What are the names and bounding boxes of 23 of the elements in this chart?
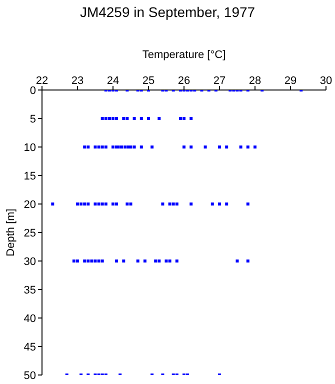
x-tick-label: 24 xyxy=(106,75,120,87)
y-tick-label: 15 xyxy=(24,170,36,182)
x-tick-label: 29 xyxy=(284,75,297,87)
x-tick-label: 27 xyxy=(213,75,226,87)
y-tick-label: 5 xyxy=(30,113,36,126)
y-tick-label: 30 xyxy=(24,256,36,268)
x-tick-label: 23 xyxy=(71,75,84,87)
x-axis-title: Temperature [°C] xyxy=(142,48,226,61)
y-tick-label: 20 xyxy=(24,198,36,211)
x-tick-label: 26 xyxy=(178,75,190,87)
x-tick-label: 28 xyxy=(248,75,262,87)
x-tick-label: 30 xyxy=(320,75,332,87)
y-tick-label: 10 xyxy=(24,142,36,154)
chart-title: JM4259 in September, 1977 xyxy=(78,3,256,22)
x-tick-label: 22 xyxy=(36,75,48,87)
y-tick-label: 40 xyxy=(24,312,36,325)
y-axis-title: Depth [m] xyxy=(4,208,17,256)
x-tick-label: 25 xyxy=(142,75,155,87)
y-tick-label: 50 xyxy=(24,370,36,382)
y-tick-label: 45 xyxy=(24,341,36,354)
y-tick-label: 25 xyxy=(24,227,36,240)
y-tick-label: 0 xyxy=(30,84,36,97)
y-tick-label: 35 xyxy=(24,284,36,296)
